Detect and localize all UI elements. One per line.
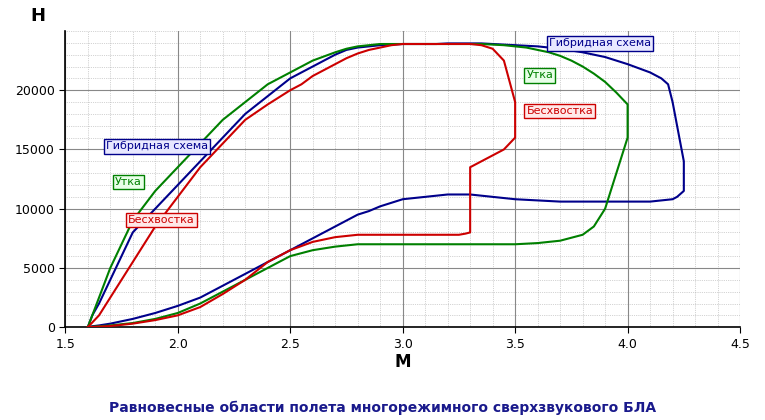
Text: Утка: Утка bbox=[115, 177, 142, 187]
X-axis label: M: M bbox=[395, 353, 411, 371]
Text: Равновесные области полета многорежимного сверхзвукового БЛА: Равновесные области полета многорежимног… bbox=[109, 400, 656, 415]
Text: Бесхвостка: Бесхвостка bbox=[526, 106, 593, 116]
Text: Гибридная схема: Гибридная схема bbox=[549, 38, 651, 48]
Text: Утка: Утка bbox=[526, 71, 553, 80]
Y-axis label: H: H bbox=[31, 7, 46, 25]
Text: Бесхвостка: Бесхвостка bbox=[129, 215, 195, 225]
Text: Гибридная схема: Гибридная схема bbox=[106, 142, 208, 152]
